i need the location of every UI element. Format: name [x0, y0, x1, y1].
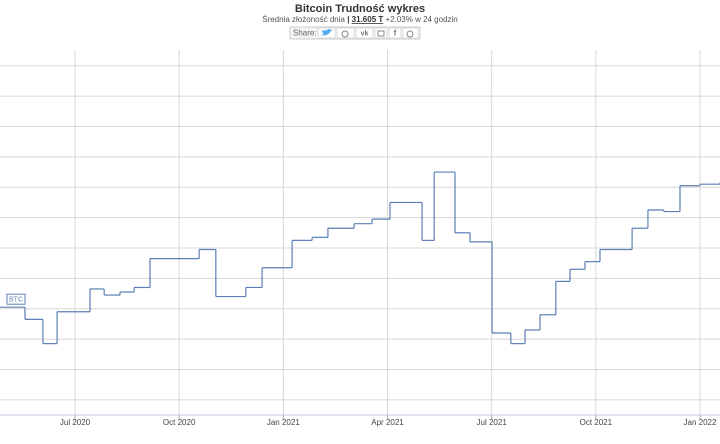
share-label: Share: [293, 29, 317, 38]
x-tick-label: Oct 2021 [580, 418, 613, 427]
series-flag [6, 293, 26, 305]
x-tick-label: Jul 2020 [60, 418, 91, 427]
facebook-icon: f [394, 29, 397, 38]
x-tick-label: Jan 2022 [684, 418, 717, 427]
weibo-icon [406, 30, 414, 38]
share-vk[interactable] [355, 27, 374, 39]
x-tick-label: Jul 2021 [477, 418, 508, 427]
reddit-icon [341, 30, 349, 38]
vk-icon: vk [361, 30, 369, 37]
twitter-icon [321, 29, 333, 36]
share-facebook[interactable] [388, 27, 402, 39]
subtitle-change: +2.03% w 24 godzin [385, 15, 457, 24]
share-bar: Share: vk f [289, 26, 421, 40]
share-reddit[interactable] [336, 27, 355, 39]
share-like[interactable] [374, 27, 388, 39]
chart-title: Bitcoin Trudność wykres [295, 3, 425, 15]
x-tick-label: Jan 2021 [267, 418, 300, 427]
like-icon [377, 30, 385, 37]
plot-area: Jul 2020 Oct 2020 Jan 2021 Apr 2021 Jul 2021… [0, 50, 720, 427]
x-tick-label: Oct 2020 [163, 418, 196, 427]
subtitle: Średnia złożoność dnia | 31.605 T +2.03%… [262, 15, 458, 24]
series-name: BTC [9, 297, 23, 304]
subtitle-label: Średnia złożoność dnia [262, 15, 345, 24]
subtitle-value: 31.605 T [352, 15, 384, 24]
share-weibo[interactable] [402, 27, 419, 39]
subtitle-separator: | [347, 15, 349, 24]
x-tick-label: Apr 2021 [371, 418, 404, 427]
